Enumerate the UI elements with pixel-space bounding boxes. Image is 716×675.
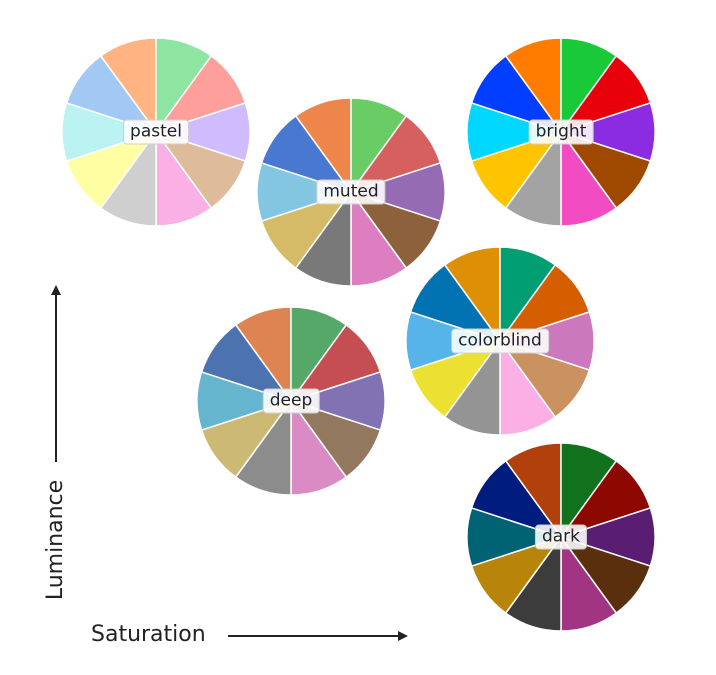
color-slice-colorblind-0 <box>409 263 502 343</box>
palette-wheel-pastel <box>61 37 251 227</box>
palette-label-dark: dark <box>534 524 588 550</box>
palette-wheel-colorblind <box>405 246 595 436</box>
palette-label-colorblind: colorblind <box>451 328 549 354</box>
palette-wheel-muted <box>256 97 446 287</box>
palette-wheel-bright <box>466 37 656 227</box>
palette-wheel-deep <box>196 306 386 496</box>
palette-wheel-dark <box>466 442 656 632</box>
color-slice-muted-0 <box>260 114 353 194</box>
palette-label-pastel: pastel <box>123 119 189 145</box>
palette-label-deep: deep <box>262 388 320 414</box>
color-slice-dark-0 <box>470 459 563 539</box>
color-slice-pastel-0 <box>65 54 158 134</box>
color-slice-bright-0 <box>470 54 563 134</box>
palette-wheels <box>61 37 656 632</box>
saturation-axis-label: Saturation <box>91 622 206 647</box>
color-slice-deep-0 <box>200 323 293 403</box>
palette-label-bright: bright <box>528 119 594 145</box>
palette-label-muted: muted <box>316 179 386 205</box>
luminance-axis-label: Luminance <box>43 479 68 601</box>
